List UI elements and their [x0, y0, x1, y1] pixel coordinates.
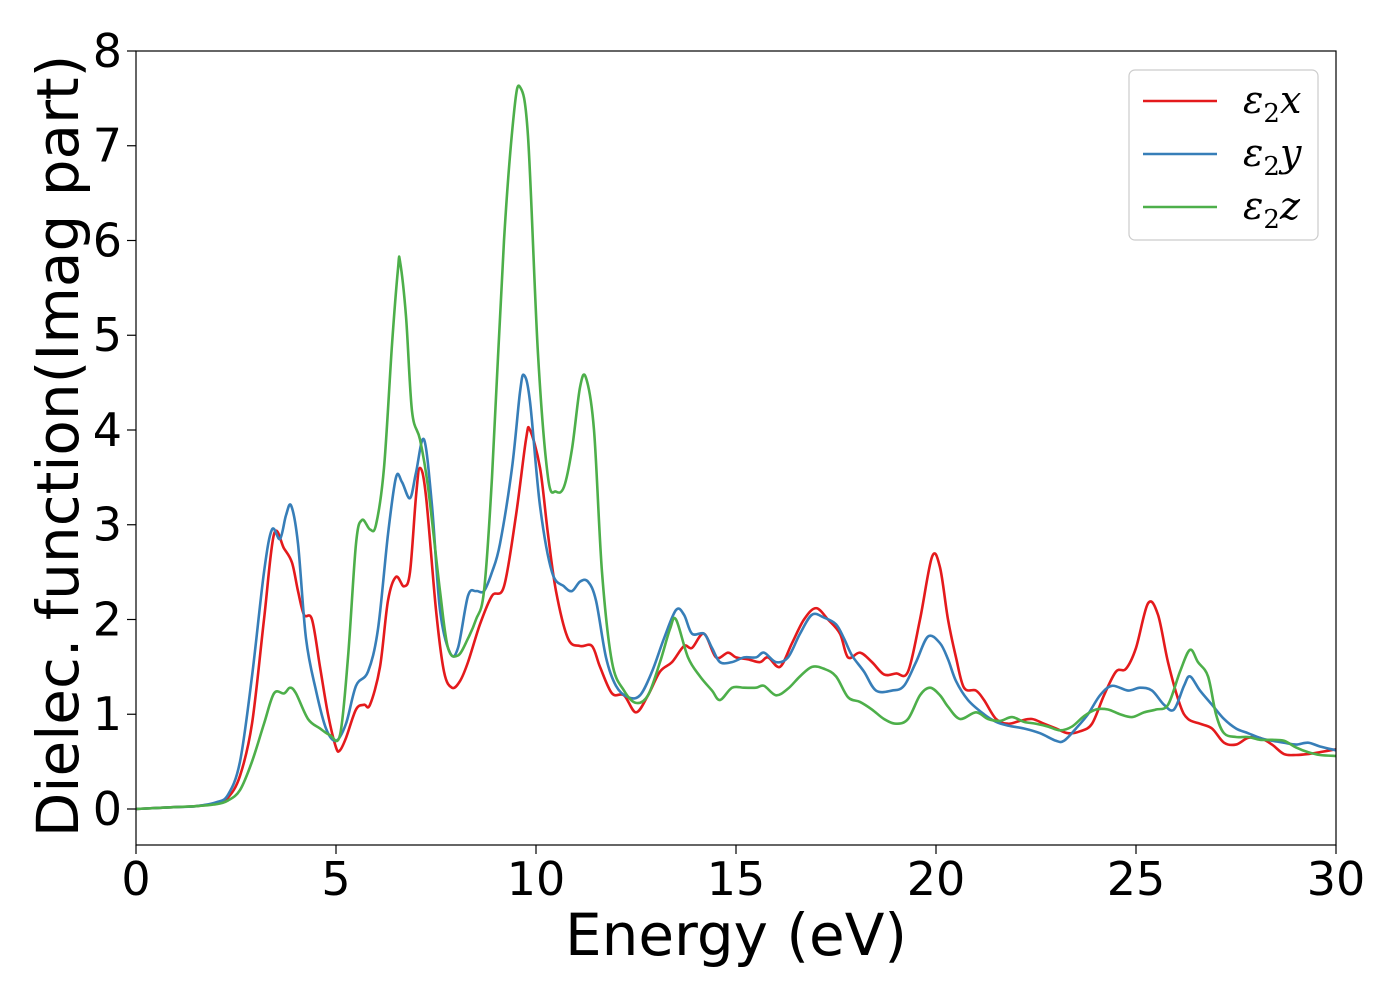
- x-axis-ticks: 0 5 10 15 20 25 30: [121, 845, 1365, 906]
- legend-symbol: ε: [1243, 184, 1263, 228]
- series-line-z: [136, 84, 1336, 811]
- x-tick-label: 5: [321, 852, 350, 906]
- legend-variable: y: [1278, 131, 1302, 175]
- y-axis-ticks: 0 1 2 3 4 5 6 7 8: [93, 24, 136, 836]
- x-tick-label: 20: [907, 852, 966, 906]
- legend-label-z: ε2z: [1243, 184, 1301, 235]
- x-tick-label: 25: [1107, 852, 1166, 906]
- legend-subscript: 2: [1263, 152, 1280, 182]
- legend-variable: z: [1279, 184, 1301, 228]
- legend-box: [1128, 69, 1319, 241]
- y-tick-label: 8: [93, 24, 122, 78]
- legend-subscript: 2: [1263, 99, 1280, 129]
- y-tick-label: 6: [93, 213, 122, 267]
- y-tick-label: 4: [93, 403, 122, 457]
- series-line-x: [136, 425, 1336, 811]
- series-layer: [136, 84, 1336, 811]
- y-axis-label: Dielec. function(Imag part): [24, 55, 92, 838]
- legend-symbol: ε: [1243, 78, 1263, 122]
- legend-label-y: ε2y: [1243, 131, 1302, 182]
- y-tick-label: 0: [93, 782, 122, 836]
- y-tick-label: 5: [93, 308, 122, 362]
- y-tick-label: 2: [93, 592, 122, 646]
- x-tick-label: 30: [1307, 852, 1366, 906]
- legend-subscript: 2: [1263, 205, 1280, 235]
- x-tick-label: 10: [507, 852, 566, 906]
- y-tick-label: 7: [93, 119, 122, 173]
- legend-symbol: ε: [1243, 131, 1263, 175]
- x-tick-label: 0: [121, 852, 150, 906]
- legend-label-x: ε2x: [1243, 78, 1301, 129]
- y-tick-label: 1: [93, 687, 122, 741]
- y-tick-label: 3: [93, 498, 122, 552]
- legend-variable: x: [1280, 78, 1301, 122]
- series-line-y: [136, 373, 1336, 811]
- x-tick-label: 15: [707, 852, 766, 906]
- x-axis-label: Energy (eV): [565, 901, 907, 969]
